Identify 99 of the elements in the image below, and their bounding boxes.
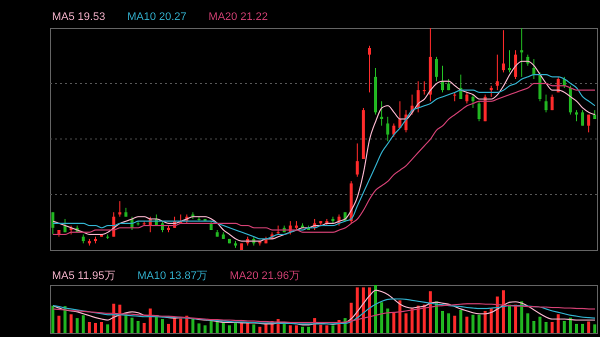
candlestick: [434, 56, 438, 82]
candlestick: [550, 94, 554, 111]
candlestick: [465, 92, 468, 104]
bar: [447, 313, 450, 333]
candlestick: [356, 142, 359, 178]
bar: [368, 287, 371, 333]
bar: [453, 316, 456, 333]
bar: [404, 313, 408, 333]
bar: [587, 321, 590, 333]
candlestick: [544, 94, 548, 113]
bar: [568, 318, 572, 333]
candlestick: [496, 54, 499, 91]
bar: [88, 322, 91, 333]
bar: [300, 326, 304, 333]
bar: [465, 316, 468, 333]
candlestick: [532, 58, 536, 80]
bar: [508, 304, 512, 333]
bar: [441, 310, 444, 333]
bar: [94, 322, 97, 333]
text: MA5 19.53: [52, 10, 106, 24]
candlestick: [514, 50, 518, 80]
bar: [216, 322, 219, 333]
bar: [160, 319, 164, 333]
candlestick: [581, 110, 584, 126]
bar: [422, 304, 426, 333]
bar: [380, 302, 384, 333]
text: MA20 21.22: [208, 10, 268, 24]
bar: [179, 318, 182, 333]
text: MA5 11.95万: [52, 269, 116, 283]
candlestick: [51, 212, 54, 235]
bar: [556, 314, 560, 333]
text: MA20 21.96万: [230, 269, 300, 283]
bar: [526, 313, 530, 333]
candlestick: [478, 100, 481, 122]
bar: [459, 310, 462, 333]
bar: [204, 325, 207, 333]
bar: [185, 316, 188, 333]
bar: [142, 322, 146, 333]
bar: [544, 322, 548, 333]
bar: [538, 316, 542, 333]
bar: [130, 318, 134, 333]
candlestick: [502, 30, 505, 73]
bar: [502, 290, 505, 333]
bar: [520, 301, 524, 333]
bar: [167, 324, 170, 333]
text: MA10 20.27: [127, 10, 187, 24]
bar: [197, 323, 200, 333]
bar: [325, 325, 328, 333]
bar: [288, 325, 292, 333]
bar: [471, 314, 474, 333]
bar: [136, 321, 140, 333]
bar: [106, 324, 110, 333]
bar: [428, 291, 432, 333]
candlestick: [441, 65, 444, 93]
bar: [581, 324, 584, 333]
text: MA10 13.87万: [137, 269, 208, 283]
bar: [319, 324, 322, 333]
bar: [374, 285, 378, 333]
bar: [294, 325, 298, 333]
bar: [228, 325, 231, 333]
bar: [562, 321, 566, 333]
bar: [490, 308, 493, 333]
bar: [82, 315, 85, 333]
candlestick: [368, 45, 371, 93]
bar: [331, 325, 334, 333]
bar: [57, 316, 60, 333]
bar: [478, 314, 481, 333]
bar: [356, 287, 359, 333]
candlestick: [520, 28, 524, 78]
bar: [191, 318, 194, 333]
bar: [234, 322, 238, 333]
bar: [484, 310, 487, 333]
bar: [252, 324, 256, 333]
bar: [398, 300, 402, 333]
bar: [574, 324, 578, 333]
bar: [593, 324, 596, 333]
candlestick: [471, 94, 474, 108]
bar: [264, 324, 268, 333]
bar: [51, 306, 54, 333]
bar: [392, 312, 396, 333]
bar: [76, 318, 79, 333]
bar: [386, 308, 390, 333]
bar: [258, 326, 262, 333]
bar: [100, 322, 104, 333]
bar: [70, 314, 73, 333]
bar: [532, 321, 536, 333]
candlestick: [392, 122, 396, 138]
bar: [124, 314, 128, 333]
candlestick: [386, 116, 390, 142]
bar: [550, 322, 554, 333]
candlestick: [422, 80, 426, 96]
bar: [416, 306, 420, 333]
bar: [410, 308, 414, 333]
bar: [118, 304, 122, 333]
candlestick: [587, 114, 590, 133]
bar: [222, 322, 225, 333]
bar: [307, 326, 310, 333]
bar: [514, 304, 518, 333]
bar: [282, 323, 286, 333]
